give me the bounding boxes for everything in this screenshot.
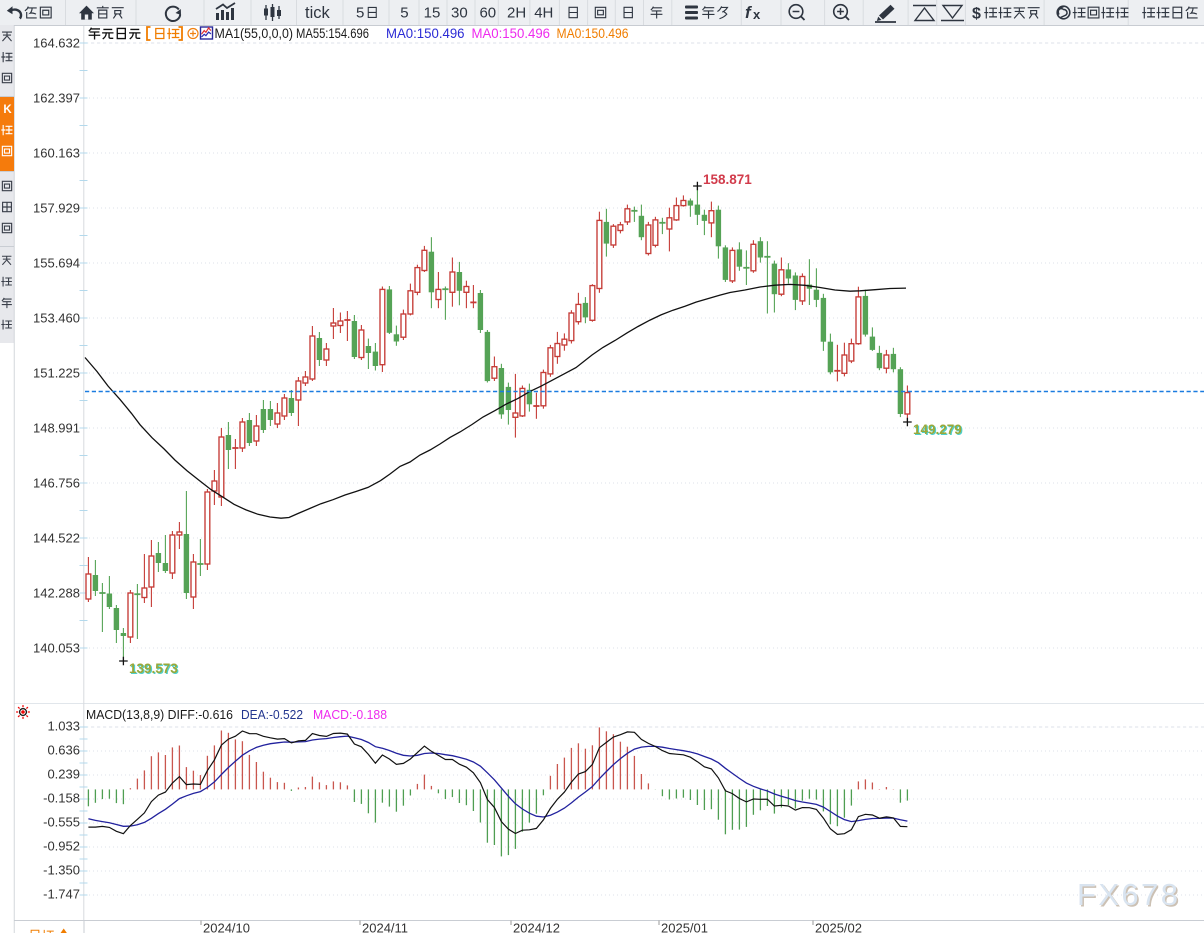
svg-text:140.053: 140.053 [33, 640, 80, 655]
svg-text:60: 60 [479, 5, 496, 22]
svg-text:2H: 2H [507, 5, 526, 22]
svg-text:-1.350: -1.350 [43, 863, 80, 878]
svg-text:155.694: 155.694 [33, 255, 80, 270]
svg-text:2025/01: 2025/01 [661, 921, 708, 933]
svg-text:144.522: 144.522 [33, 530, 80, 545]
svg-text:0.239: 0.239 [47, 767, 80, 782]
svg-text:148.991: 148.991 [33, 420, 80, 435]
svg-text:-0.952: -0.952 [43, 839, 80, 854]
svg-text:2024/10: 2024/10 [203, 921, 250, 933]
svg-text:2024/11: 2024/11 [362, 921, 408, 933]
svg-text:157.929: 157.929 [33, 200, 80, 215]
svg-text:FX678: FX678 [1077, 877, 1180, 912]
svg-text:x: x [753, 7, 761, 22]
svg-text:139.573: 139.573 [129, 661, 178, 676]
svg-text:158.871: 158.871 [703, 172, 752, 187]
svg-text:MA1(55,0,0,0): MA1(55,0,0,0) [215, 26, 294, 41]
svg-text:153.460: 153.460 [33, 310, 80, 325]
svg-text:5: 5 [356, 5, 364, 22]
svg-text:$: $ [972, 6, 981, 23]
svg-text:2024/12: 2024/12 [513, 921, 560, 933]
svg-text:-0.555: -0.555 [43, 815, 80, 830]
svg-text:146.756: 146.756 [33, 475, 80, 490]
svg-text:MA55:154.696: MA55:154.696 [296, 26, 369, 41]
svg-text:162.397: 162.397 [33, 90, 80, 105]
svg-text:160.163: 160.163 [33, 145, 80, 160]
svg-text:1.033: 1.033 [47, 719, 80, 734]
svg-text:f: f [745, 3, 753, 22]
svg-text:164.632: 164.632 [33, 35, 80, 50]
svg-text:149.279: 149.279 [914, 423, 963, 438]
svg-text:MA0:150.496: MA0:150.496 [472, 26, 551, 41]
svg-text:151.225: 151.225 [33, 365, 80, 380]
svg-text:30: 30 [451, 5, 468, 22]
svg-text:2025/02: 2025/02 [815, 921, 862, 933]
svg-text:-0.158: -0.158 [43, 791, 80, 806]
svg-text:15: 15 [424, 5, 441, 22]
svg-text:MACD(13,8,9) DIFF:-0.616: MACD(13,8,9) DIFF:-0.616 [86, 707, 233, 722]
svg-text:MA0:150.496: MA0:150.496 [557, 26, 629, 41]
svg-text:K: K [3, 104, 12, 116]
svg-text:MA0:150.496: MA0:150.496 [386, 26, 465, 41]
svg-text:149.279: 149.279 [913, 422, 962, 437]
svg-text:142.288: 142.288 [33, 585, 80, 600]
svg-text:0.636: 0.636 [47, 743, 80, 758]
svg-text:FX678: FX678 [1079, 879, 1182, 914]
svg-text:-1.747: -1.747 [43, 887, 80, 902]
svg-text:139.573: 139.573 [130, 662, 179, 677]
svg-text:DEA:-0.522: DEA:-0.522 [241, 707, 303, 722]
svg-text:tick: tick [305, 4, 331, 22]
svg-text:5: 5 [400, 5, 408, 22]
svg-text:4H: 4H [534, 5, 553, 22]
svg-text:MACD:-0.188: MACD:-0.188 [313, 707, 387, 722]
